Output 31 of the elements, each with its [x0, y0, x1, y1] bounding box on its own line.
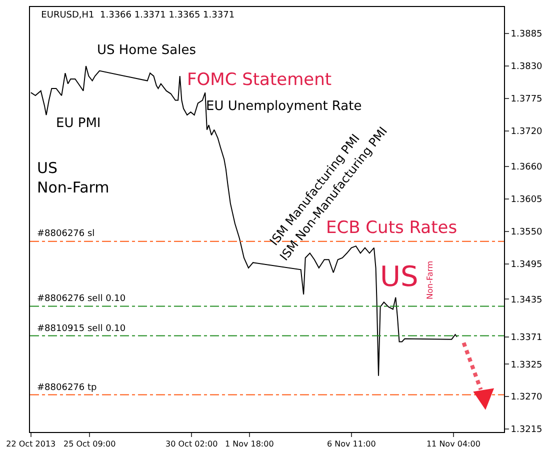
ref-line-label: #8810915 sell 0.10 [37, 324, 126, 334]
y-tick-label: 1.3495 [510, 260, 542, 270]
y-tick-label: 1.3215 [510, 425, 542, 436]
annotation: EU PMI [56, 116, 101, 131]
x-tick-label: 25 Oct 09:00 [64, 440, 116, 449]
y-tick-label: 1.3371 [510, 333, 542, 344]
x-tick-label: 11 Nov 04:00 [426, 440, 480, 449]
x-tick-label: 6 Nov 11:00 [327, 440, 376, 449]
y-tick-label: 1.3885 [510, 30, 542, 40]
y-tick-label: 1.3660 [510, 162, 543, 173]
y-tick-label: 1.3435 [510, 295, 542, 306]
annotation: FOMC Statement [187, 70, 332, 90]
y-tick-label: 1.3605 [510, 194, 542, 205]
annotation: US Home Sales [97, 43, 196, 58]
x-tick-label: 1 Nov 18:00 [224, 440, 274, 449]
ref-line-label: #8806276 sell 0.10 [37, 294, 126, 304]
y-tick-label: 1.3775 [510, 94, 542, 105]
y-tick-label: 1.3830 [510, 62, 543, 72]
annotation: Non-Farm [426, 260, 435, 300]
y-tick-label: 1.3720 [510, 127, 543, 138]
annotation: US [380, 260, 418, 293]
x-tick-label: 30 Oct 02:00 [166, 440, 218, 449]
y-tick-label: 1.3325 [510, 360, 542, 370]
ref-line-label: #8806276 sl [37, 229, 95, 239]
annotation: US Non-Farm [37, 159, 110, 196]
y-tick-label: 1.3270 [510, 392, 543, 403]
ref-line-label: #8806276 tp [37, 383, 98, 393]
chart-title: EURUSD,H1 1.3366 1.3371 1.3365 1.3371 [41, 10, 235, 21]
annotation: EU Unemployment Rate [206, 99, 362, 114]
y-tick-label: 1.3550 [510, 227, 543, 238]
x-tick-label: 22 Oct 2013 [6, 440, 56, 449]
